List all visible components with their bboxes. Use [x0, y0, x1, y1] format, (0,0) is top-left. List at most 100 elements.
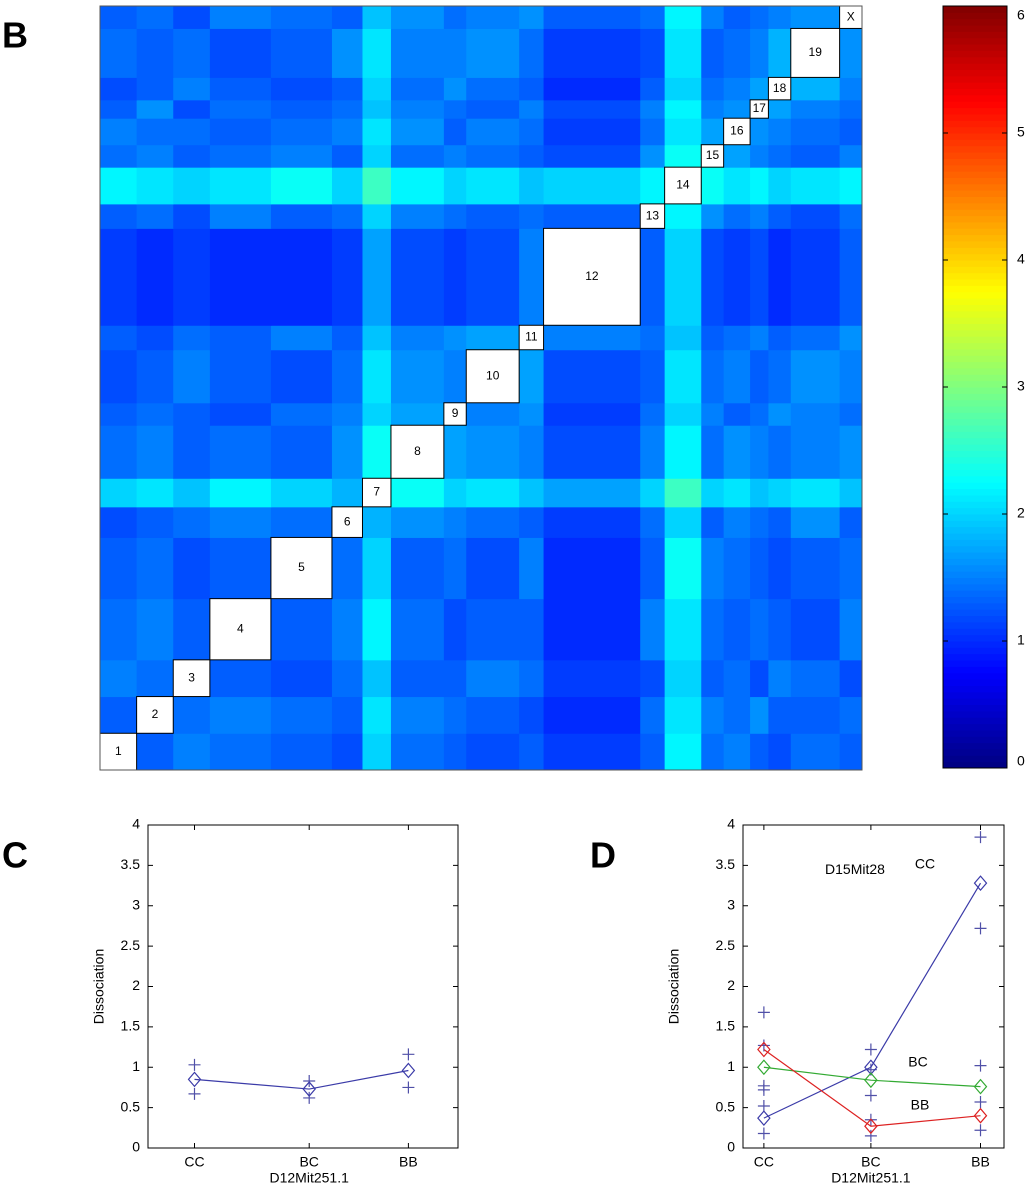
colorbar-swatch: [943, 133, 1007, 140]
heatmap-cell: [466, 598, 520, 661]
heatmap-cell: [173, 99, 211, 119]
colorbar-swatch: [943, 202, 1007, 210]
heatmap-cell: [543, 696, 641, 734]
heatmap-cell: [768, 402, 792, 426]
heatmap-cell: [790, 402, 841, 426]
heatmap-cell: [543, 598, 641, 661]
y-tick-label: 3: [132, 896, 140, 912]
chromosome-box: [749, 99, 769, 119]
heatmap-cell: [640, 118, 666, 146]
heatmap-cell: [519, 77, 545, 101]
heatmap-cell: [519, 118, 545, 146]
heatmap-cell: [519, 696, 545, 734]
heatmap-cell: [209, 77, 272, 101]
colorbar-swatch: [943, 647, 1007, 655]
colorbar-swatch: [943, 323, 1007, 331]
heatmap-frame: [99, 5, 863, 771]
diamond-marker: [973, 1107, 988, 1124]
panel-letter: C: [2, 835, 28, 876]
observation-marker: [864, 1129, 877, 1142]
heatmap-cell: [136, 733, 174, 771]
heatmap-cell: [723, 478, 751, 508]
x-tick-label: BC: [299, 1154, 318, 1170]
heatmap-cell: [362, 28, 392, 78]
heatmap-cell: [543, 118, 641, 146]
heatmap-cell: [790, 659, 841, 698]
heatmap-cell: [701, 506, 725, 538]
heatmap-cell: [270, 99, 333, 119]
heatmap-cell: [519, 99, 545, 119]
x-axis-label: D12Mit251.1: [270, 1170, 350, 1186]
heatmap-cell: [701, 77, 725, 101]
heatmap-cell: [640, 325, 666, 351]
chromosome-label: 6: [344, 514, 351, 528]
heatmap-cell: [390, 696, 445, 734]
heatmap-cell: [839, 167, 863, 205]
heatmap-cell: [466, 6, 520, 29]
observation-marker: [864, 1043, 877, 1056]
x-axis-label: D12Mit251.1: [831, 1170, 911, 1186]
heatmap-cell: [839, 402, 863, 426]
colorbar-swatch: [943, 723, 1007, 731]
heatmap-cell: [390, 506, 445, 538]
heatmap-cell: [390, 28, 445, 78]
chromosome-box: [390, 424, 445, 479]
heatmap-cell: [640, 402, 666, 426]
heatmap-cell: [270, 325, 333, 351]
colorbar-swatch: [943, 240, 1007, 248]
chromosome-label: 3: [188, 670, 195, 684]
heatmap-cell: [270, 506, 333, 538]
chromosome-box: [443, 402, 467, 426]
heatmap-cell: [270, 733, 333, 771]
colorbar-swatch: [943, 698, 1007, 705]
observation-marker: [757, 1006, 770, 1019]
heatmap-cell: [390, 478, 445, 508]
heatmap-cell: [768, 99, 792, 119]
observation-marker: [188, 1058, 201, 1071]
colorbar-swatch: [943, 126, 1007, 134]
heatmap-cell: [136, 598, 174, 661]
heatmap-cell: [443, 733, 467, 771]
y-tick-label: 4: [727, 816, 735, 832]
heatmap-cell: [723, 402, 751, 426]
colorbar-swatch: [943, 660, 1007, 667]
colorbar-swatch: [943, 463, 1007, 471]
heatmap-cell: [136, 402, 174, 426]
heatmap-cell: [362, 144, 392, 168]
chromosome-box: [136, 696, 174, 734]
chromosome-label: 17: [753, 101, 767, 115]
heatmap-cell: [790, 6, 841, 29]
colorbar-swatch: [943, 482, 1007, 490]
colorbar-swatch: [943, 602, 1007, 610]
colorbar-swatch: [943, 145, 1007, 153]
series-line: [194, 1069, 409, 1090]
heatmap-cell: [362, 99, 392, 119]
heatmap-cell: [723, 28, 751, 78]
heatmap-cell: [750, 144, 769, 168]
heatmap-cell: [270, 659, 333, 698]
heatmap-cell: [701, 696, 725, 734]
heatmap-cell: [768, 28, 792, 78]
heatmap-cell: [443, 28, 467, 78]
heatmap-cell: [466, 696, 520, 734]
heatmap-cell: [664, 118, 702, 146]
heatmap-cell: [100, 99, 138, 119]
heatmap-cell: [443, 228, 467, 326]
colorbar-swatch: [943, 387, 1007, 394]
colorbar-swatch: [943, 742, 1007, 750]
heatmap-cell: [723, 203, 751, 229]
heatmap-cell: [701, 99, 725, 119]
heatmap-cell: [443, 659, 467, 698]
heatmap-cell: [839, 228, 863, 326]
heatmap-cell: [466, 99, 520, 119]
diamond-marker: [187, 1071, 202, 1088]
chromosome-label: X: [847, 9, 855, 23]
heatmap-cell: [331, 659, 363, 698]
heatmap-cell: [723, 537, 751, 600]
heatmap-cell: [543, 99, 641, 119]
x-tick-label: BB: [971, 1154, 990, 1170]
heatmap-cell: [209, 167, 272, 205]
heatmap-cell: [768, 203, 792, 229]
heatmap-cell: [136, 28, 174, 78]
heatmap-cell: [362, 203, 392, 229]
